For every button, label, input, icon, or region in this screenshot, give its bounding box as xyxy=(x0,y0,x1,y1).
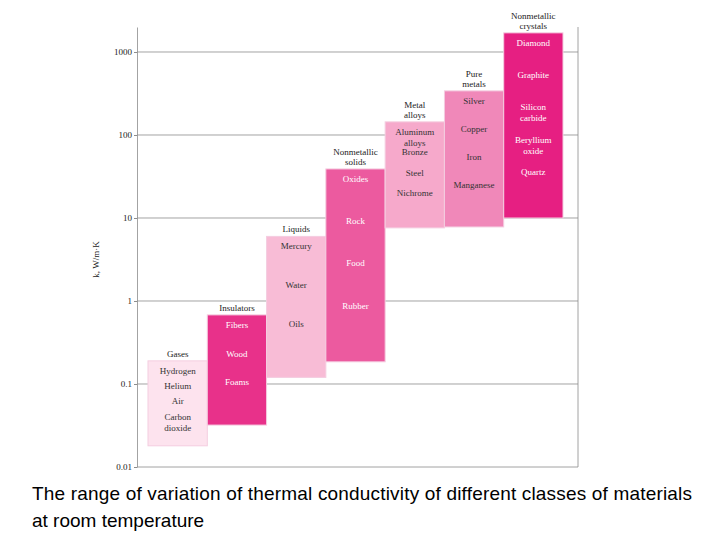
material-label: Rock xyxy=(346,216,365,226)
material-label: Steel xyxy=(406,168,424,178)
category-labels: Gases Insulators Liquids Nonmetallicsolids M… xyxy=(167,11,556,359)
tick-label: 0.1 xyxy=(121,379,132,389)
tick-mark xyxy=(134,467,137,468)
tick-mark xyxy=(134,218,137,219)
material-label: Fibers xyxy=(226,320,249,330)
tick-mark xyxy=(134,52,137,53)
axis-line xyxy=(137,28,138,468)
material-label: Graphite xyxy=(518,70,550,80)
material-label: Rubber xyxy=(342,301,369,311)
material-label: Food xyxy=(346,258,365,268)
tick: 1000 xyxy=(114,47,137,57)
tick-label: 100 xyxy=(119,130,133,140)
material-label: Foams xyxy=(225,377,250,387)
category-label: Liquids xyxy=(282,224,310,234)
range-bar xyxy=(148,361,207,446)
y-axis-title: k, W/m·K xyxy=(91,241,101,278)
tick-label: 1000 xyxy=(114,47,133,57)
range-bar xyxy=(385,122,444,228)
category-label: Puremetals xyxy=(462,69,486,89)
tick-mark xyxy=(134,135,137,136)
material-label: Manganese xyxy=(454,180,495,190)
grid xyxy=(137,27,578,467)
category-label: Nonmetallicsolids xyxy=(333,147,378,167)
tick: 0.1 xyxy=(121,379,137,389)
material-label: Diamond xyxy=(517,38,551,48)
tick-label: 1 xyxy=(128,296,133,306)
material-label: Silver xyxy=(463,96,485,106)
material-label: Quartz xyxy=(521,167,546,177)
material-label: Bronze xyxy=(402,147,428,157)
tick: 100 xyxy=(119,130,138,140)
material-label: Berylliumoxide xyxy=(515,135,552,156)
material-label: Aluminumalloys xyxy=(395,127,434,148)
material-labels: Hydrogen Helium Air Carbondioxide Fibers Wood… xyxy=(160,38,552,433)
range-bar xyxy=(267,236,326,377)
tick-label: 10 xyxy=(123,213,133,223)
tick-mark xyxy=(134,301,137,302)
material-label: Air xyxy=(172,396,184,406)
material-label: Iron xyxy=(467,152,482,162)
range-bar xyxy=(444,91,503,227)
tick: 1 xyxy=(128,296,138,306)
material-label: Water xyxy=(286,280,307,290)
category-label: Nonmetalliccrystals xyxy=(511,11,556,31)
material-label: Nichrome xyxy=(397,188,433,198)
material-label: Helium xyxy=(164,381,191,391)
category-label: Metalalloys xyxy=(404,100,426,120)
material-label: Oxides xyxy=(343,174,369,184)
material-label: Oils xyxy=(289,319,305,329)
material-label: Carbondioxide xyxy=(164,412,191,433)
range-bar xyxy=(207,315,266,425)
grid-line xyxy=(137,467,578,468)
category-label: Gases xyxy=(167,349,189,359)
tick-label: 0.01 xyxy=(116,462,132,472)
range-bar xyxy=(504,33,563,218)
material-label: Mercury xyxy=(281,241,312,251)
chart: 0.01 0.1 1 10 100 1000 k, W/m·K Gases Insulators… xyxy=(0,0,720,540)
material-label: Wood xyxy=(226,349,248,359)
y-axis: 0.01 0.1 1 10 100 1000 xyxy=(114,28,138,473)
material-label: Copper xyxy=(461,124,488,134)
frame-line xyxy=(578,27,579,467)
material-label: Siliconcarbide xyxy=(520,102,546,123)
material-label: Hydrogen xyxy=(160,366,196,376)
bars xyxy=(148,33,563,446)
tick-mark xyxy=(134,384,137,385)
range-bar xyxy=(326,169,385,362)
category-label: Insulators xyxy=(219,303,255,313)
tick: 0.01 xyxy=(116,462,137,472)
title: The range of variation of thermal conduc… xyxy=(32,483,692,531)
tick: 10 xyxy=(123,213,137,223)
